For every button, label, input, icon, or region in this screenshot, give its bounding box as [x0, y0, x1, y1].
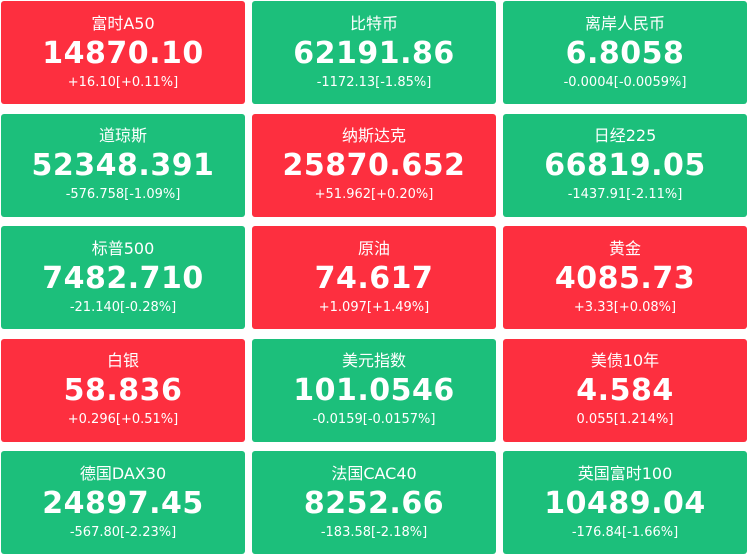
quote-change: -176.84[-1.66%] [571, 524, 679, 540]
quote-name: 德国DAX30 [79, 463, 167, 483]
quote-change: +0.296[+0.51%] [67, 412, 179, 427]
quote-price: 10489.04 [544, 485, 706, 521]
quote-change: -183.58[-2.18%] [320, 524, 428, 540]
quote-change: -1172.13[-1.85%] [316, 74, 432, 90]
quote-change: -576.758[-1.09%] [65, 187, 181, 202]
quote-price: 7482.710 [42, 260, 204, 296]
quote-tile[interactable]: 德国DAX30 24897.45 -567.80[-2.23%] [1, 451, 245, 554]
quote-tile[interactable]: 美债10年 4.584 0.055[1.214%] [503, 338, 747, 442]
quote-price: 62191.86 [293, 35, 455, 71]
quote-name: 黄金 [608, 238, 641, 258]
quote-tile[interactable]: 标普500 7482.710 -21.140[-0.28%] [1, 226, 245, 329]
quote-change: -1437.91[-2.11%] [567, 187, 683, 202]
quote-price: 66819.05 [544, 148, 706, 183]
quote-price: 4.584 [576, 373, 674, 408]
quote-name: 标普500 [91, 238, 155, 258]
quote-tile[interactable]: 黄金 4085.73 +3.33[+0.08%] [503, 226, 747, 329]
quote-name: 白银 [106, 351, 139, 370]
quote-name: 英国富时100 [577, 463, 673, 483]
quote-tile[interactable]: 白银 58.836 +0.296[+0.51%] [1, 338, 245, 442]
quote-price: 4085.73 [554, 260, 696, 296]
quote-name: 富时A50 [91, 13, 155, 33]
quote-name: 法国CAC40 [331, 463, 417, 483]
quote-tile[interactable]: 纳斯达克 25870.652 +51.962[+0.20%] [252, 113, 496, 217]
quote-tile[interactable]: 美元指数 101.0546 -0.0159[-0.0157%] [252, 338, 496, 442]
quote-price: 14870.10 [42, 35, 204, 71]
quote-change: +3.33[+0.08%] [573, 299, 677, 315]
quote-change: +16.10[+0.11%] [67, 74, 179, 90]
quote-change: -0.0159[-0.0157%] [312, 412, 436, 427]
quote-change: -567.80[-2.23%] [69, 524, 177, 540]
quote-name: 日经225 [593, 126, 657, 145]
quote-price: 74.617 [314, 260, 434, 296]
quote-tile[interactable]: 离岸人民币 6.8058 -0.0004[-0.0059%] [503, 1, 747, 104]
quote-price: 25870.652 [282, 148, 466, 183]
quote-tile[interactable]: 英国富时100 10489.04 -176.84[-1.66%] [503, 451, 747, 554]
quote-tile[interactable]: 富时A50 14870.10 +16.10[+0.11%] [1, 1, 245, 104]
quote-tile[interactable]: 原油 74.617 +1.097[+1.49%] [252, 226, 496, 329]
quote-price: 24897.45 [42, 485, 204, 521]
quote-name: 离岸人民币 [584, 13, 665, 33]
quote-tile[interactable]: 日经225 66819.05 -1437.91[-2.11%] [503, 113, 747, 217]
quote-price: 58.836 [63, 373, 183, 408]
quote-name: 美元指数 [341, 351, 406, 370]
quote-price: 6.8058 [565, 35, 685, 71]
quote-name: 原油 [357, 238, 390, 258]
quote-name: 比特币 [349, 13, 398, 33]
quote-tile[interactable]: 道琼斯 52348.391 -576.758[-1.09%] [1, 113, 245, 217]
quote-name: 美债10年 [590, 351, 660, 370]
quote-tile[interactable]: 法国CAC40 8252.66 -183.58[-2.18%] [252, 451, 496, 554]
quote-price: 52348.391 [31, 148, 215, 183]
quote-change: +1.097[+1.49%] [318, 299, 430, 315]
quote-change: -0.0004[-0.0059%] [563, 74, 687, 90]
quote-price: 8252.66 [303, 485, 445, 521]
quote-change: -21.140[-0.28%] [69, 299, 177, 315]
quote-price: 101.0546 [293, 373, 455, 408]
quote-change: 0.055[1.214%] [576, 412, 674, 427]
quote-name: 道琼斯 [98, 126, 147, 145]
quote-change: +51.962[+0.20%] [314, 187, 434, 202]
quote-tile[interactable]: 比特币 62191.86 -1172.13[-1.85%] [252, 1, 496, 104]
quote-name: 纳斯达克 [341, 126, 406, 145]
